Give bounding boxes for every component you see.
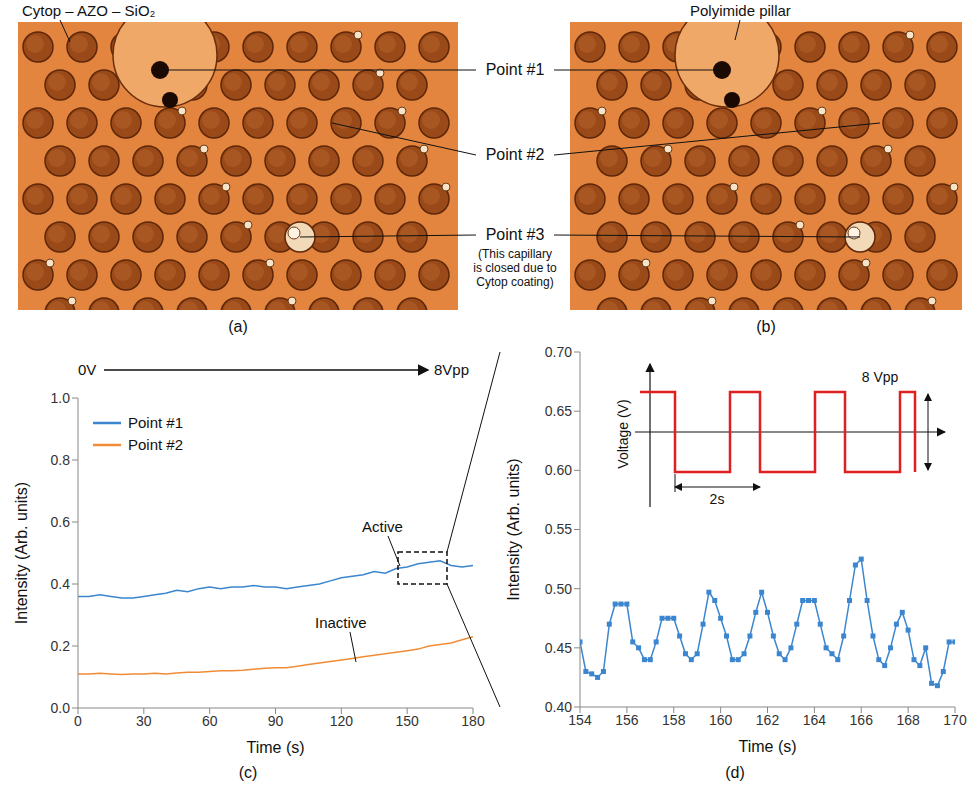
svg-text:Time (s): Time (s)	[738, 738, 796, 755]
svg-text:Intensity (Arb. units): Intensity (Arb. units)	[505, 458, 522, 600]
svg-text:168: 168	[896, 712, 920, 728]
svg-text:Voltage (V): Voltage (V)	[615, 399, 631, 468]
svg-text:Intensity (Arb. units): Intensity (Arb. units)	[13, 482, 30, 624]
svg-text:2s: 2s	[710, 491, 725, 507]
svg-text:150: 150	[395, 713, 419, 729]
svg-text:162: 162	[756, 712, 780, 728]
svg-text:Point #2: Point #2	[486, 146, 545, 163]
svg-text:(a): (a)	[228, 318, 248, 335]
svg-text:0.45: 0.45	[545, 640, 572, 656]
svg-text:0: 0	[74, 713, 82, 729]
svg-text:0.55: 0.55	[545, 521, 572, 537]
svg-text:Inactive: Inactive	[315, 614, 367, 631]
html-text:(d): (d)	[725, 764, 745, 781]
svg-text:0.60: 0.60	[545, 462, 572, 478]
svg-text:156: 156	[615, 712, 639, 728]
svg-text:90: 90	[268, 713, 284, 729]
svg-text:Point #3: Point #3	[486, 226, 545, 243]
svg-text:180: 180	[461, 713, 485, 729]
svg-text:158: 158	[662, 712, 686, 728]
svg-text:0.4: 0.4	[51, 576, 71, 592]
html-text:(c): (c)	[238, 764, 258, 781]
svg-text:Active: Active	[362, 518, 403, 535]
svg-text:Polyimide pillar: Polyimide pillar	[690, 2, 791, 19]
svg-text:0.70: 0.70	[545, 344, 572, 360]
svg-text:170: 170	[943, 712, 967, 728]
svg-text:0.40: 0.40	[545, 699, 572, 715]
svg-text:Cytop – AZO – SiO₂: Cytop – AZO – SiO₂	[22, 2, 156, 19]
svg-text:is closed due to: is closed due to	[473, 261, 557, 275]
svg-text:154: 154	[568, 711, 592, 728]
svg-text:8Vpp: 8Vpp	[434, 361, 469, 378]
svg-text:0.2: 0.2	[51, 638, 71, 654]
svg-text:8 Vpp: 8 Vpp	[862, 369, 899, 385]
svg-text:0.8: 0.8	[51, 452, 71, 468]
svg-text:0.65: 0.65	[545, 403, 572, 419]
svg-text:(b): (b)	[756, 318, 776, 335]
svg-text:Point #1: Point #1	[128, 414, 183, 431]
svg-text:166: 166	[850, 712, 874, 728]
svg-text:120: 120	[330, 713, 354, 729]
svg-text:Point #1: Point #1	[486, 61, 545, 78]
svg-text:(This capillary: (This capillary	[478, 247, 552, 261]
svg-text:Time (s): Time (s)	[246, 739, 304, 756]
svg-text:0.6: 0.6	[51, 514, 71, 530]
svg-text:Cytop coating): Cytop coating)	[476, 275, 553, 289]
svg-text:0V: 0V	[78, 361, 96, 378]
svg-text:60: 60	[202, 713, 218, 729]
svg-text:1.0: 1.0	[51, 390, 71, 406]
svg-text:0.50: 0.50	[545, 581, 572, 597]
svg-text:164: 164	[803, 712, 827, 728]
svg-text:Point #2: Point #2	[128, 436, 183, 453]
svg-text:160: 160	[709, 712, 733, 728]
svg-text:0.0: 0.0	[51, 700, 71, 716]
svg-text:30: 30	[136, 713, 152, 729]
